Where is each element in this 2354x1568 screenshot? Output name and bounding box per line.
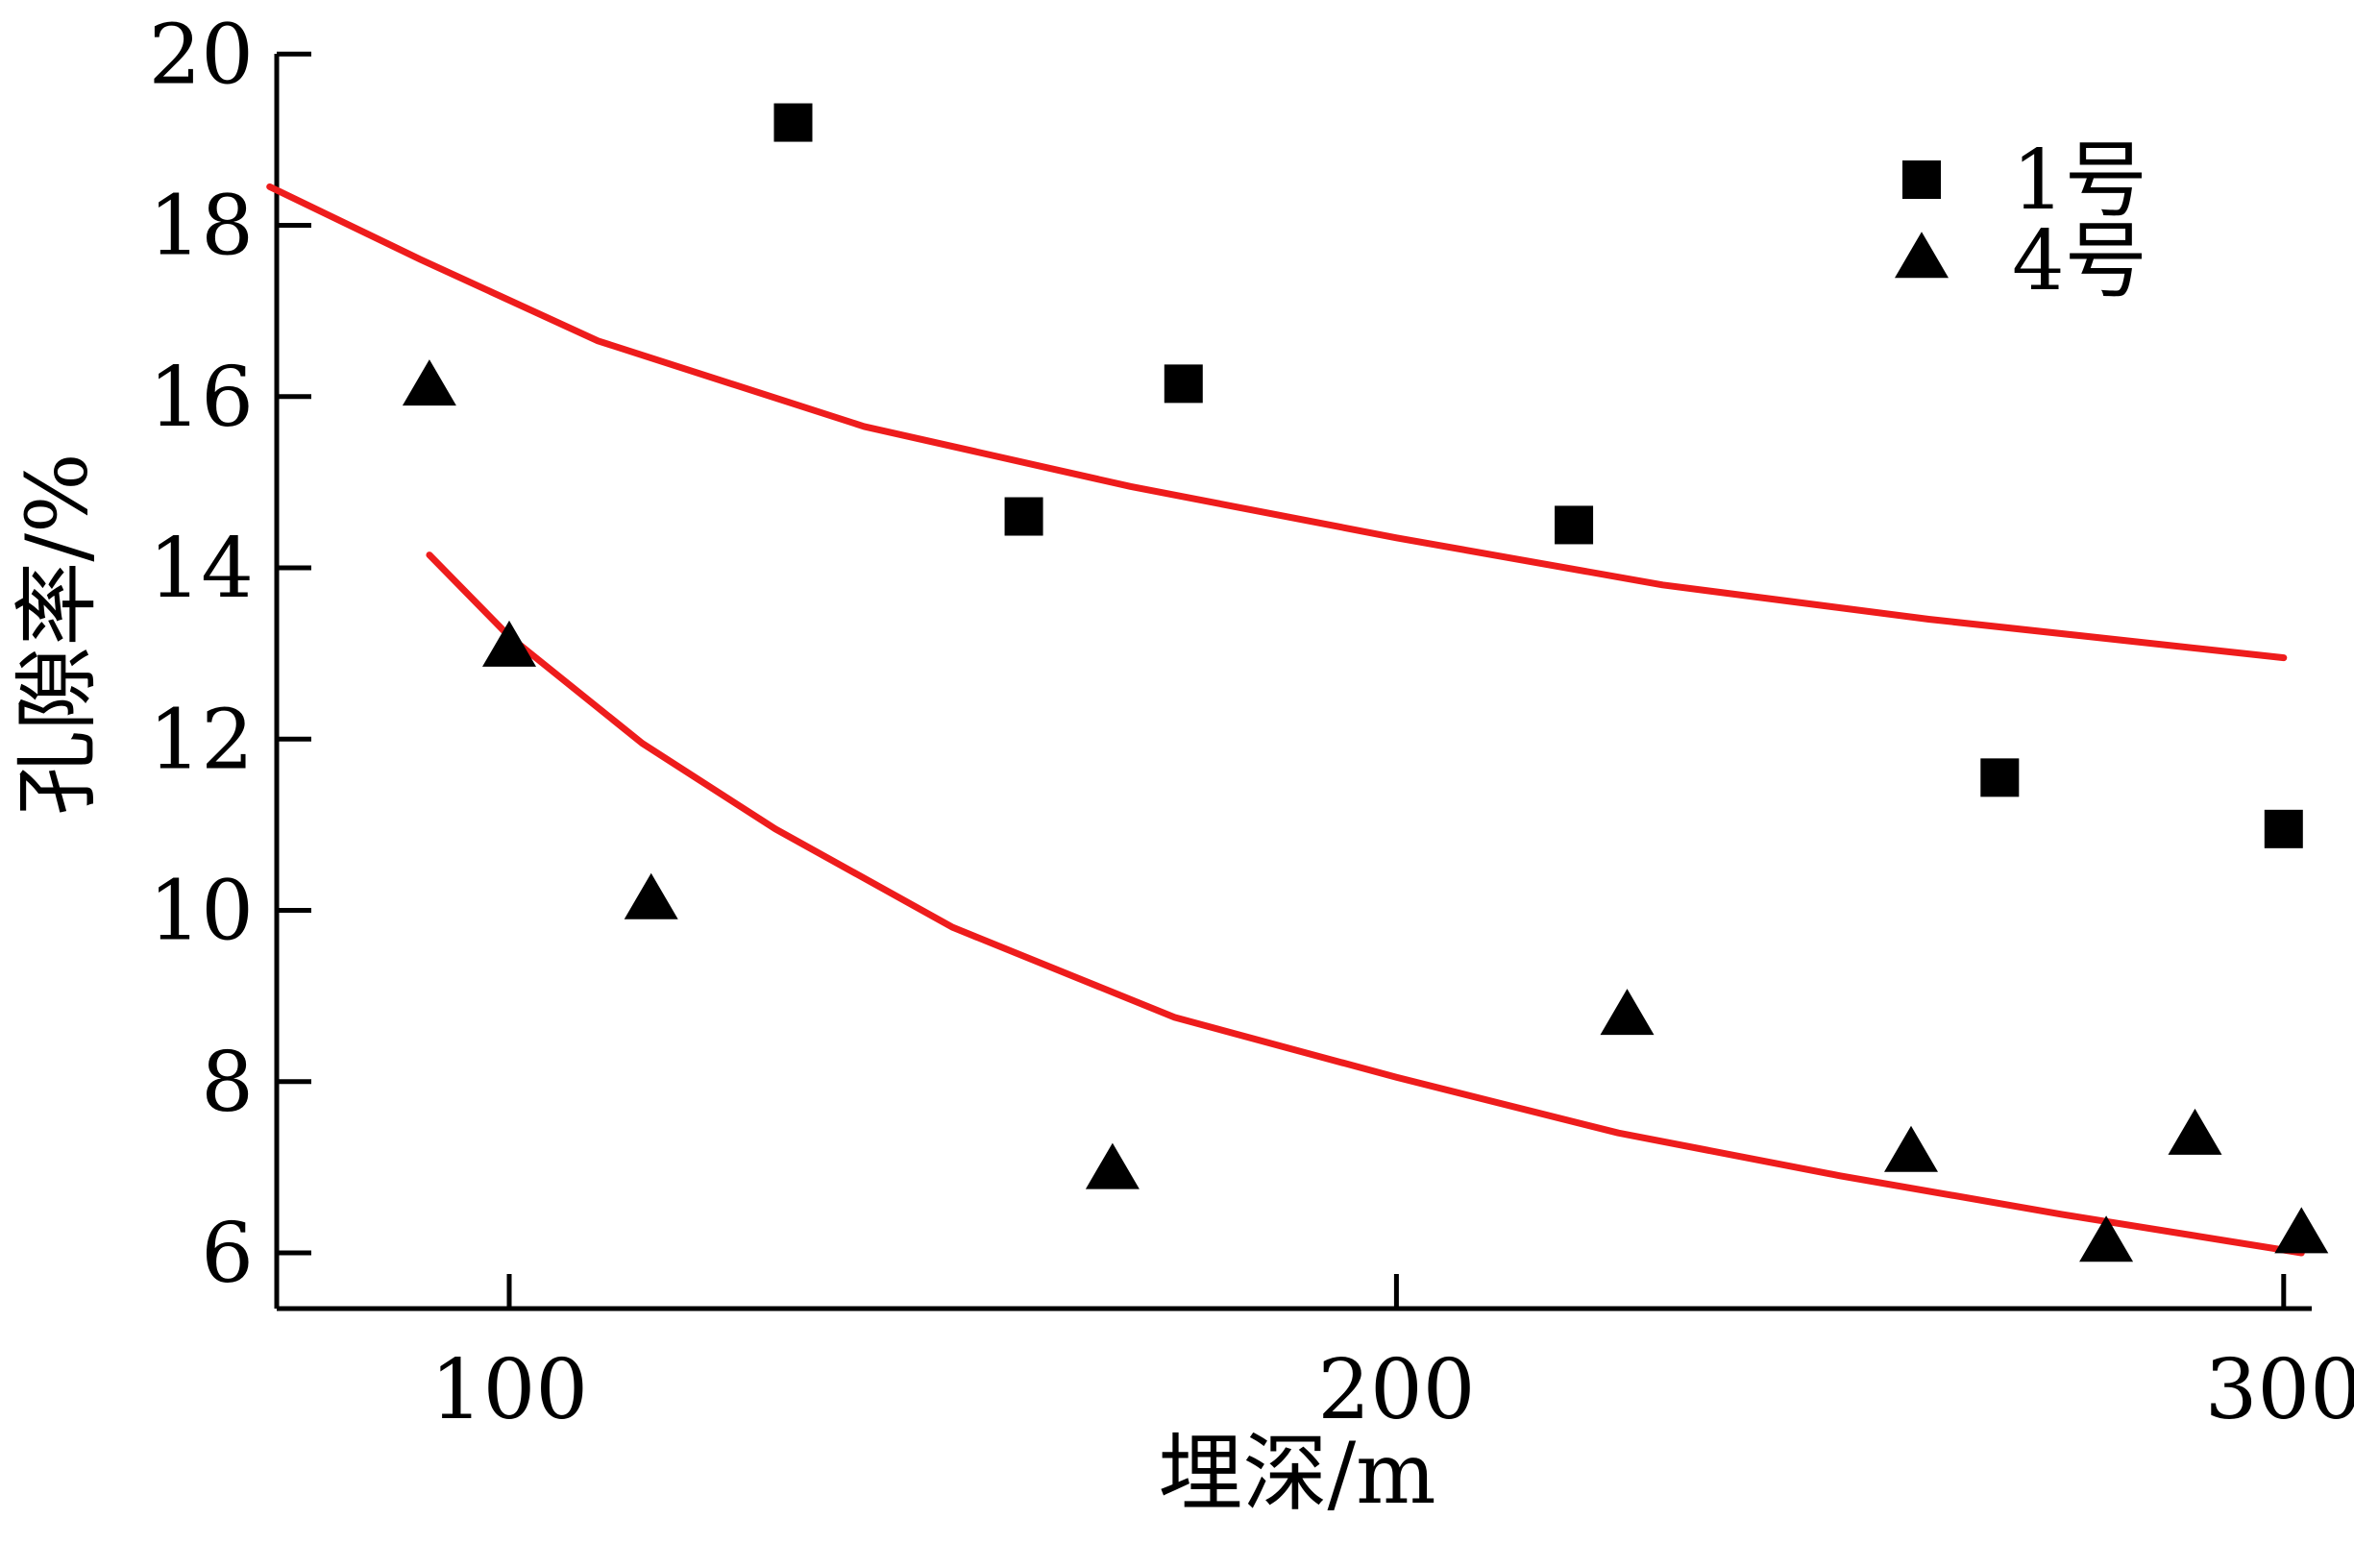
y-tick-label: 8 <box>201 1035 254 1131</box>
triangle-point <box>482 620 536 667</box>
y-tick-label: 10 <box>149 864 254 960</box>
triangle-point <box>402 359 456 406</box>
y-tick-label: 18 <box>149 179 254 275</box>
y-tick-label: 16 <box>149 350 254 446</box>
y-tick-label: 14 <box>149 521 254 617</box>
legend-label: 4号 <box>2012 213 2147 309</box>
fit-curve <box>266 183 2288 662</box>
square-point <box>1980 758 2020 797</box>
x-axis-title: 埋深/m <box>1158 1424 1435 1523</box>
square-point <box>1004 497 1043 536</box>
ticks: 6 8 10 12 14 16 18 20 100 200 300 <box>149 7 2354 1438</box>
triangle-point <box>2168 1108 2222 1155</box>
triangle-point <box>2079 1215 2134 1262</box>
fit-lines <box>266 183 2305 1257</box>
axes <box>274 54 2312 1311</box>
legend-marker-square <box>1902 160 1941 199</box>
triangle-point <box>1600 989 1655 1036</box>
triangle-point <box>624 872 678 919</box>
y-tick-label: 6 <box>201 1206 254 1302</box>
x-tick-label: 200 <box>1317 1342 1475 1438</box>
x-tick-label: 300 <box>2205 1342 2354 1438</box>
legend-marker-triangle <box>1895 232 1949 279</box>
x-tick-label: 100 <box>430 1342 588 1438</box>
legend-label: 1号 <box>2012 133 2147 229</box>
y-tick-label: 20 <box>149 7 254 103</box>
square-point <box>1164 364 1203 404</box>
triangle-point <box>2274 1207 2329 1254</box>
triangle-point <box>1085 1142 1140 1189</box>
y-axis-title: 孔隙率/% <box>8 453 107 815</box>
square-point <box>773 103 813 142</box>
fit-curve <box>426 551 2305 1257</box>
data-points <box>402 103 2329 1262</box>
triangle-point <box>1884 1125 1938 1172</box>
y-tick-label: 12 <box>149 692 254 788</box>
square-point <box>1555 505 1594 545</box>
square-point <box>2264 809 2303 848</box>
